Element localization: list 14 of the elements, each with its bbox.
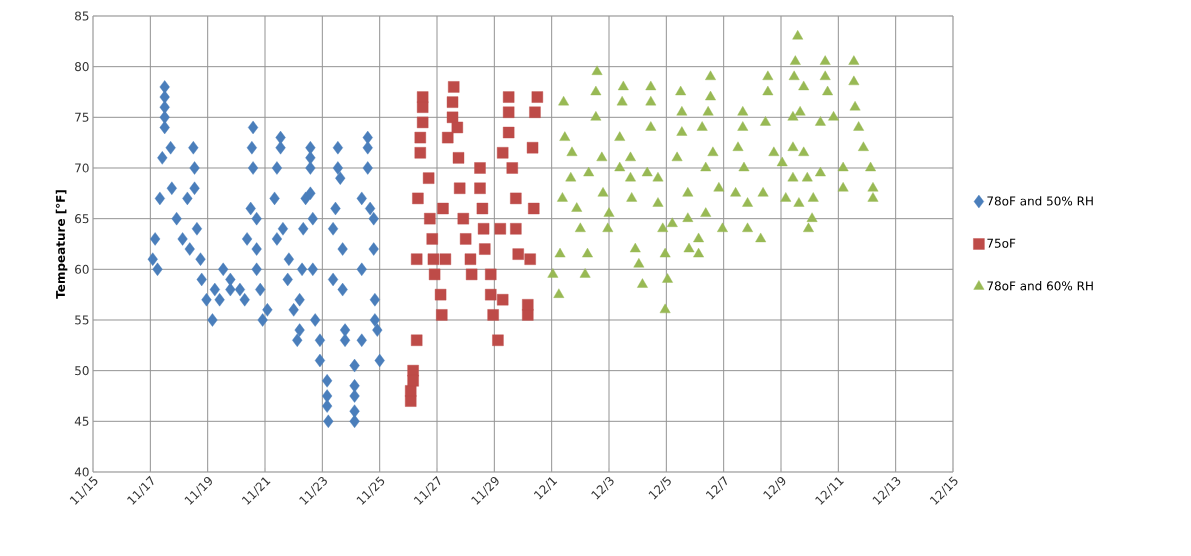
y-tick-label: 65 [75, 214, 89, 224]
y-tick-label: 45 [74, 416, 89, 426]
y-tick-label: 80 [75, 62, 89, 72]
y-axis-title: Tempeature [°F] [55, 190, 68, 299]
y-tick-label: 40 [74, 467, 89, 477]
legend-label: 75oF [987, 238, 1016, 248]
legend-label: 78oF and 60% RH [987, 281, 1093, 291]
y-tick-label: 75 [75, 112, 89, 122]
y-tick-label: 85 [75, 11, 89, 21]
y-tick-label: 70 [75, 163, 89, 173]
legend-label: 78oF and 50% RH [987, 196, 1093, 206]
y-tick-label: 60 [75, 264, 89, 274]
y-tick-label: 50 [75, 366, 89, 376]
y-tick-label: 55 [75, 315, 89, 325]
